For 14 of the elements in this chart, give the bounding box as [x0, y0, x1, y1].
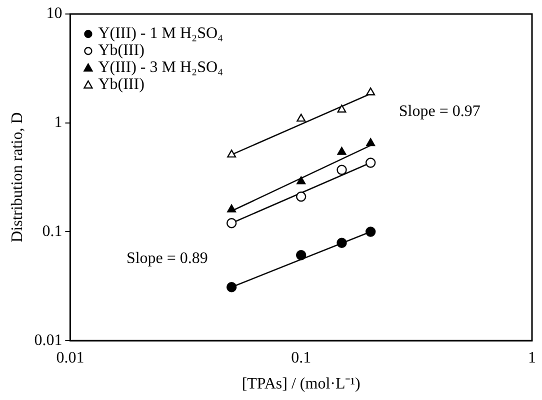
y-tick-label: 0.1	[42, 222, 62, 240]
y-axis-title: Distribution ratio, D	[8, 112, 26, 242]
legend-label: Y(III) - 3 M H₂SO₄	[98, 59, 224, 76]
annotation: Slope = 0.89	[126, 250, 208, 268]
y-tick-label: 0.01	[34, 332, 62, 349]
legend-label: Y(III) - 1 M H₂SO₄	[98, 25, 224, 42]
x-axis-title: [TPAs] / (mol·L⁻¹)	[242, 376, 360, 393]
x-tick-label: 1	[528, 349, 536, 366]
y-tick-label: 10	[46, 5, 62, 22]
x-tick-label: 0.1	[291, 349, 312, 366]
legend-label: Yb(III)	[98, 76, 144, 94]
legend-label: Yb(III)	[98, 42, 144, 60]
annotation: Slope = 0.97	[398, 103, 480, 120]
y-tick-label: 1	[54, 114, 62, 132]
